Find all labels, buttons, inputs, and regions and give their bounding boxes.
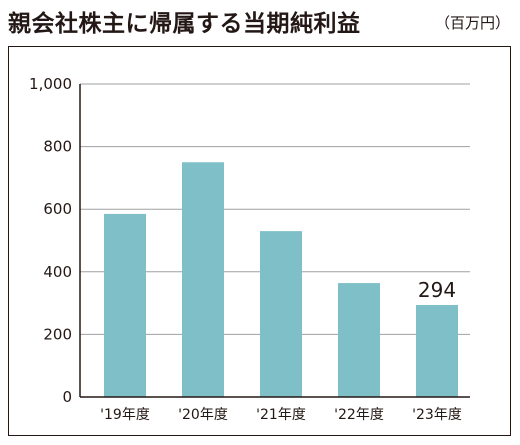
x-tick-label: '22年度 — [334, 407, 384, 423]
x-tick-label: '23年度 — [412, 407, 462, 423]
unit-label: （百万円） — [434, 14, 510, 32]
y-tick-label: 800 — [43, 138, 72, 156]
x-tick-label: '20年度 — [178, 407, 228, 423]
chart-frame — [8, 46, 511, 436]
y-tick-label: 1,000 — [29, 75, 72, 93]
x-tick-label: '19年度 — [100, 407, 150, 423]
data-label: 294 — [418, 278, 456, 302]
y-tick-label: 200 — [43, 325, 72, 343]
chart-title: 親会社株主に帰属する当期純利益 — [8, 11, 361, 37]
bar — [260, 231, 302, 397]
bar — [104, 213, 146, 397]
bar — [416, 304, 458, 397]
y-tick-label: 0 — [62, 388, 72, 406]
bar — [338, 283, 380, 397]
y-tick-label: 600 — [43, 200, 72, 218]
bar — [182, 162, 224, 397]
y-tick-label: 400 — [43, 263, 72, 281]
x-tick-label: '21年度 — [256, 407, 306, 423]
